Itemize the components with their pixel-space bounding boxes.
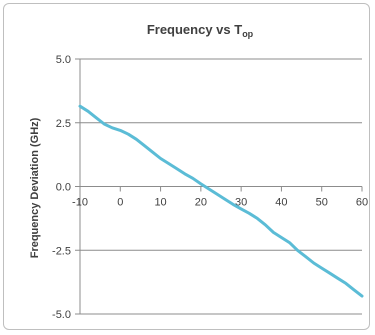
x-tick-label-0: -10 bbox=[72, 197, 88, 209]
y-tick-label-0: 5.0 bbox=[56, 54, 71, 66]
y-tick-label-1: 2.5 bbox=[56, 118, 71, 130]
x-tick-label-7: 60 bbox=[356, 197, 368, 209]
axes bbox=[75, 58, 363, 315]
x-tick-label-3: 20 bbox=[195, 197, 207, 209]
series-group bbox=[78, 104, 364, 298]
y-tick-label-4: -5.0 bbox=[52, 309, 71, 321]
tick-labels: 5.02.50.0-2.5-5.0-10 0 10 20 30 40 50 60 bbox=[52, 54, 368, 321]
series-line-0 bbox=[78, 104, 364, 298]
y-axis-title: Frequency Deviation (GHz) bbox=[29, 117, 41, 258]
x-tick-label-2: 10 bbox=[154, 197, 166, 209]
x-tick-label-5: 40 bbox=[275, 197, 287, 209]
x-tick-label-6: 50 bbox=[316, 197, 328, 209]
y-tick-label-3: -2.5 bbox=[52, 245, 71, 257]
x-tick-label-1: 0 bbox=[117, 197, 123, 209]
chart-title: Frequency vs Top bbox=[147, 22, 254, 39]
chart-frame bbox=[3, 3, 370, 330]
y-tick-label-2: 0.0 bbox=[56, 182, 71, 194]
